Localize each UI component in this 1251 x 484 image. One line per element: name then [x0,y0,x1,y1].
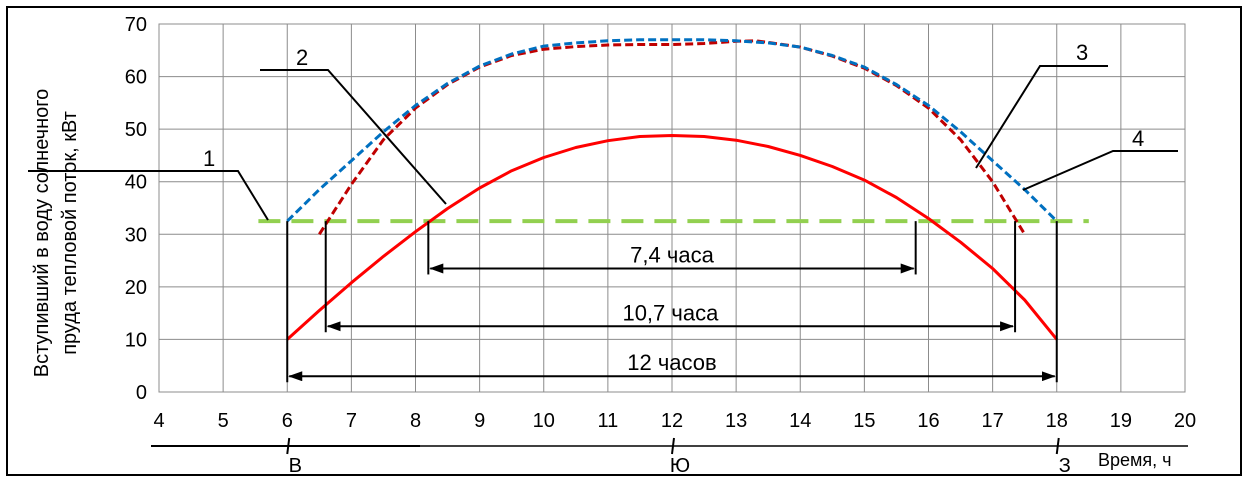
interval-arrows: 7,4 часа 10,7 часа 12 часов [286,221,1058,383]
callout-label-1: 1 [203,146,215,171]
interval-label: 10,7 часа [622,300,719,325]
y-tick-label: 10 [125,329,147,351]
x-axis-label: Время, ч [1098,450,1172,470]
x-tick-label: 15 [853,410,875,432]
y-tick-label: 20 [125,277,147,299]
x-tick-label: 4 [153,410,164,432]
y-tick-label: 60 [125,67,147,89]
callout-label-4: 4 [1132,126,1144,151]
series-4-line [286,38,1058,223]
x-tick-label: 11 [597,410,618,432]
chart-svg: 4 5 6 7 8 9 10 11 12 13 14 15 16 17 18 19 20010203040506… [28,14,1196,477]
series-2-line [286,134,1058,341]
callout-leader-2 [260,69,447,205]
direction-label: Ю [670,455,690,474]
x-tick-label: 14 [789,410,811,432]
tick-labels: 4 5 6 7 8 9 10 11 12 13 14 15 16 17 18 19 20010203040506… [125,14,1196,432]
callout-label-3: 3 [1076,40,1088,65]
x-tick-label: 12 [661,410,683,432]
y-tick-label: 70 [125,14,147,36]
direction-tick [671,437,675,455]
x-tick-label: 10 [533,410,555,432]
y-axis-label-line1: Вступивший в воду солнечного [31,89,53,377]
x-tick-label: 18 [1046,410,1068,432]
callouts: 1 2 3 4 [28,40,1178,221]
y-tick-label: 0 [136,382,147,404]
callout-leader-4 [1022,150,1178,191]
callout-leader-3 [975,65,1108,169]
direction-tick [286,437,291,455]
interval-label: 12 часов [627,350,716,375]
y-axis-label-line2: пруда тепловой поток, кВт [59,111,81,355]
interval-label: 7,4 часа [630,242,714,267]
chart-frame: 4 5 6 7 8 9 10 11 12 13 14 15 16 17 18 19 20 0 10 20 30 40 50 6… [6,6,1242,477]
x-tick-label: 7 [346,410,357,432]
y-tick-label: 50 [125,119,147,141]
x-tick-label: 9 [474,410,485,432]
axes [158,23,1186,393]
y-tick-label: 30 [125,224,147,246]
y-tick-label: 40 [125,172,147,194]
x-tick-label: 5 [218,410,229,432]
x-tick-label: 8 [410,410,421,432]
direction-label: З [1059,455,1071,474]
callout-leader-1 [28,170,269,221]
x-tick-label: 13 [725,410,747,432]
x-tick-label: 20 [1174,410,1196,432]
callout-label-2: 2 [296,45,308,70]
direction-tick [1055,437,1060,455]
x-tick-label: 16 [917,410,939,432]
x-tick-label: 19 [1110,410,1132,432]
direction-label: В [289,455,302,474]
x-tick-label: 6 [282,410,293,432]
x-tick-label: 17 [982,410,1004,432]
plot-border [158,23,1186,393]
series-curves [258,38,1089,341]
